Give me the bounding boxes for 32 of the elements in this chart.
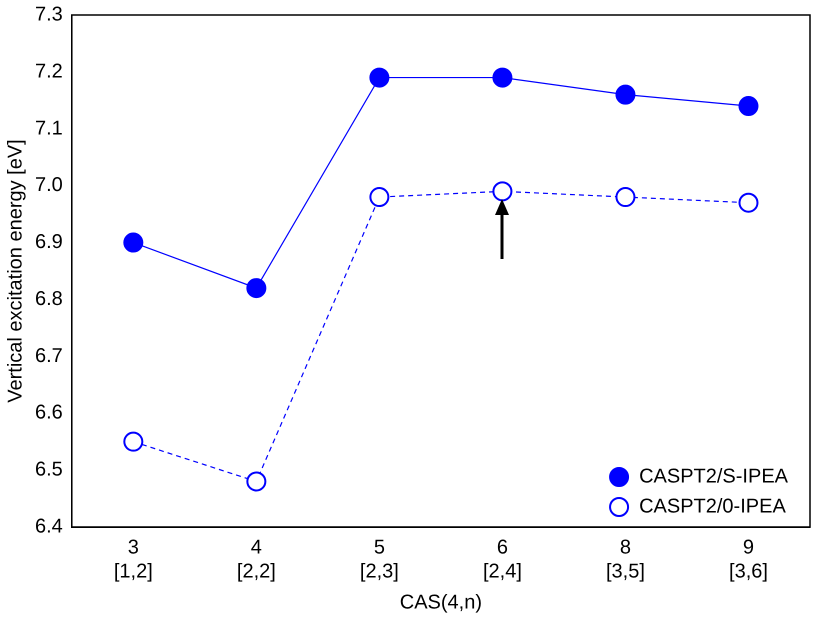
x-tick-label: 4 [2,2] <box>236 536 276 583</box>
x-tick-label: 9 [3,6] <box>729 536 768 583</box>
point <box>615 84 636 105</box>
y-tick-label: 7.2 <box>34 60 63 82</box>
point <box>738 192 758 213</box>
y-axis-title: Vertical excitation energy [eV] <box>4 139 27 403</box>
point <box>369 68 390 88</box>
x-tick-label: 3 [1,2] <box>114 536 153 583</box>
x-axis-title: CAS(4,n) <box>400 592 482 614</box>
x-tick-label: 6 [2,4] <box>482 536 522 583</box>
point <box>246 278 266 298</box>
legend-label: CASPT2/0-IPEA <box>639 496 786 518</box>
y-tick-label: 6.6 <box>34 402 63 424</box>
x-tick-label: 8 [3,5] <box>606 536 645 583</box>
y-tick-label: 7.0 <box>34 174 63 196</box>
y-tick-label: 6.9 <box>34 231 63 254</box>
x-tick-label: 5 [2,3] <box>360 536 399 583</box>
y-tick-label: 7.3 <box>34 4 63 26</box>
y-tick-label: 6.4 <box>34 516 63 538</box>
point <box>615 187 636 208</box>
point <box>492 68 512 88</box>
y-tick-label: 6.8 <box>34 288 63 310</box>
point <box>738 96 758 116</box>
point <box>492 181 512 202</box>
legend-label: CASPT2/S-IPEA <box>639 466 789 488</box>
y-tick-label: 6.5 <box>34 458 63 481</box>
point <box>123 232 144 253</box>
y-tick-label: 6.7 <box>34 344 63 367</box>
point <box>123 432 144 452</box>
y-tick-label: 7.1 <box>34 117 63 140</box>
point <box>369 187 390 208</box>
point <box>246 471 266 492</box>
